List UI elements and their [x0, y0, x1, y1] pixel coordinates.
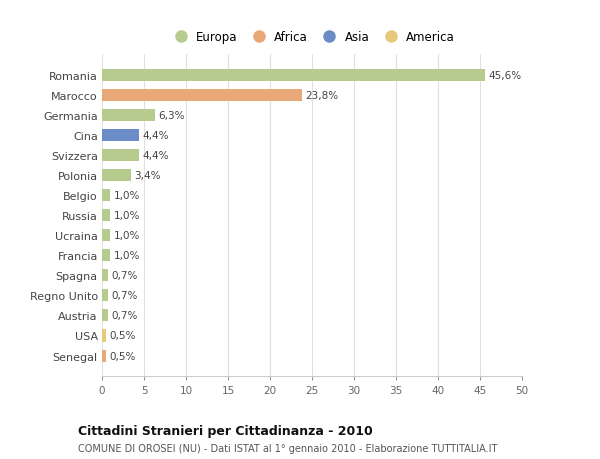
- Bar: [102, 210, 110, 222]
- Text: 0,5%: 0,5%: [110, 351, 136, 361]
- Text: 0,5%: 0,5%: [110, 331, 136, 341]
- Bar: [102, 290, 108, 302]
- Text: 1,0%: 1,0%: [114, 211, 140, 221]
- Bar: [102, 190, 110, 202]
- Text: 1,0%: 1,0%: [114, 231, 140, 241]
- Text: 4,4%: 4,4%: [142, 131, 169, 141]
- Text: 1,0%: 1,0%: [114, 191, 140, 201]
- Bar: [102, 330, 106, 342]
- Text: COMUNE DI OROSEI (NU) - Dati ISTAT al 1° gennaio 2010 - Elaborazione TUTTITALIA.: COMUNE DI OROSEI (NU) - Dati ISTAT al 1°…: [78, 443, 497, 453]
- Bar: [102, 230, 110, 242]
- Text: 3,4%: 3,4%: [134, 171, 160, 181]
- Bar: [102, 170, 131, 182]
- Text: 6,3%: 6,3%: [158, 111, 185, 121]
- Text: 0,7%: 0,7%: [111, 291, 137, 301]
- Legend: Europa, Africa, Asia, America: Europa, Africa, Asia, America: [167, 29, 457, 46]
- Bar: [102, 350, 106, 362]
- Text: 45,6%: 45,6%: [488, 71, 521, 81]
- Bar: [102, 110, 155, 122]
- Bar: [102, 250, 110, 262]
- Bar: [102, 130, 139, 142]
- Text: 0,7%: 0,7%: [111, 311, 137, 321]
- Bar: [102, 310, 108, 322]
- Text: Cittadini Stranieri per Cittadinanza - 2010: Cittadini Stranieri per Cittadinanza - 2…: [78, 425, 373, 437]
- Bar: [102, 70, 485, 82]
- Bar: [102, 90, 302, 102]
- Text: 1,0%: 1,0%: [114, 251, 140, 261]
- Text: 4,4%: 4,4%: [142, 151, 169, 161]
- Text: 23,8%: 23,8%: [305, 91, 338, 101]
- Bar: [102, 270, 108, 282]
- Text: 0,7%: 0,7%: [111, 271, 137, 281]
- Bar: [102, 150, 139, 162]
